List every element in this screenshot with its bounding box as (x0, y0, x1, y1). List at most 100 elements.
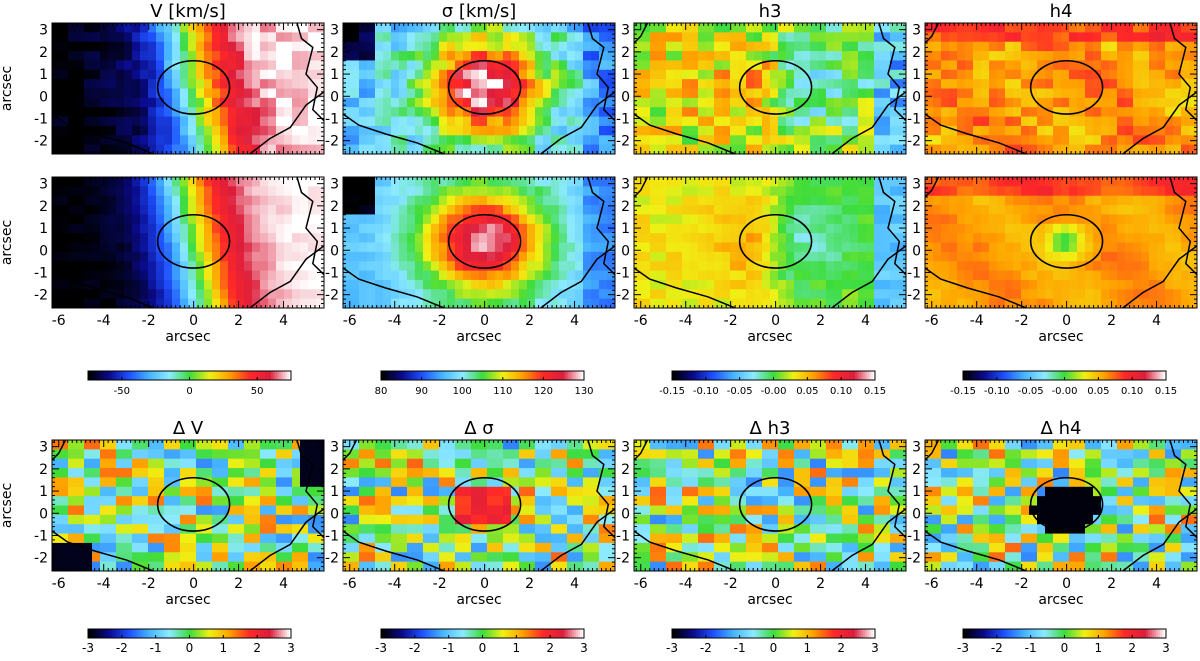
heatmap-cell (236, 186, 245, 197)
heatmap-cell (383, 542, 392, 553)
heatmap-cell (316, 233, 324, 244)
heatmap-cell (1149, 177, 1158, 187)
heatmap-cell (196, 23, 205, 33)
heatmap-cell (367, 289, 376, 300)
heatmap-cell (866, 233, 875, 244)
heatmap-cell (551, 195, 560, 206)
heatmap-cell (108, 88, 117, 99)
heatmap-cell (543, 41, 552, 52)
heatmap-cell (84, 125, 93, 136)
isophote-contour (249, 91, 324, 154)
heatmap-cell (84, 468, 93, 479)
heatmap-cell (268, 449, 277, 460)
heatmap-cell (583, 41, 592, 52)
heatmap-cell (1045, 69, 1054, 80)
heatmap-cell (786, 97, 795, 108)
heatmap-cell (730, 107, 739, 118)
heatmap-cell (567, 51, 576, 62)
heatmap-cell (794, 242, 803, 253)
heatmap-cell (228, 251, 237, 262)
heatmap-cell (925, 242, 934, 253)
heatmap-cell (367, 440, 376, 450)
heatmap-cell (276, 440, 285, 450)
heatmap-cell (132, 88, 141, 99)
heatmap-cell (284, 242, 293, 253)
heatmap-cell (252, 514, 261, 525)
heatmap-cell (858, 116, 867, 127)
heatmap-cell (351, 270, 360, 281)
heatmap-cell (949, 32, 958, 43)
heatmap-cell (810, 32, 819, 43)
heatmap-cell (1013, 223, 1022, 234)
heatmap-cell (196, 458, 205, 469)
heatmap-cell (132, 561, 141, 571)
heatmap-cell (180, 440, 189, 450)
heatmap-cell (746, 223, 755, 234)
heatmap-cell (1109, 177, 1118, 187)
heatmap-cell (399, 289, 408, 300)
heatmap-cell (399, 144, 408, 154)
heatmap-cell (1037, 69, 1046, 80)
heatmap-cell (316, 223, 324, 234)
heatmap-cell (567, 496, 576, 507)
heatmap-cell (212, 298, 221, 308)
heatmap-cell (1029, 88, 1038, 99)
heatmap-cells (343, 23, 615, 154)
heatmap-cell (575, 289, 584, 300)
heatmap-cell (714, 23, 723, 33)
heatmap-cell (746, 214, 755, 225)
heatmap-cell (551, 107, 560, 118)
heatmap-cell (60, 279, 69, 290)
heatmap-cell (244, 251, 253, 262)
heatmap-cell (826, 107, 835, 118)
heatmap-cell (714, 144, 723, 154)
heatmap-cell (495, 51, 504, 62)
heatmap-cell (1109, 41, 1118, 52)
heatmap-cell (842, 289, 851, 300)
heatmap-cell (300, 186, 309, 197)
heatmap-cell (591, 79, 600, 90)
heatmap-cell (714, 233, 723, 244)
heatmap-cell (284, 41, 293, 52)
heatmap-cell (1181, 23, 1190, 33)
heatmap-cell (359, 542, 368, 553)
heatmap-cell (997, 23, 1006, 33)
heatmap-cell (487, 23, 496, 33)
heatmap-cell (415, 242, 424, 253)
heatmap-cell (244, 279, 253, 290)
heatmap-cell (754, 69, 763, 80)
heatmap-cell (834, 79, 843, 90)
heatmap-cell (407, 486, 416, 497)
heatmap-cell (164, 458, 173, 469)
heatmap-cell (447, 533, 456, 544)
heatmap-cell (850, 261, 859, 272)
heatmap-cell (551, 542, 560, 553)
heatmap-cell (1005, 270, 1014, 281)
heatmap-cell (1077, 214, 1086, 225)
heatmap-cell (842, 69, 851, 80)
heatmap-cell (52, 279, 61, 290)
heatmap-cell (1077, 289, 1086, 300)
heatmap-cell (738, 186, 747, 197)
heatmap-cell (810, 177, 819, 187)
heatmap-cell (1125, 88, 1134, 99)
heatmap-cell (367, 135, 376, 146)
heatmap-cell (543, 552, 552, 563)
heatmap-cell (343, 69, 352, 80)
heatmap-cell (1013, 41, 1022, 52)
heatmap-cell (156, 533, 165, 544)
heatmap-cell (1013, 233, 1022, 244)
heatmap-cell (722, 195, 731, 206)
heatmap-cell (375, 533, 384, 544)
heatmap-cell (575, 542, 584, 553)
heatmap-cell (1173, 51, 1182, 62)
heatmap-cell (874, 261, 883, 272)
heatmap-cell (156, 289, 165, 300)
isophote-contour (1122, 91, 1197, 154)
heatmap-cell (359, 97, 368, 108)
heatmap-cell (228, 477, 237, 488)
heatmap-cell (599, 298, 608, 308)
heatmap-cell (1021, 107, 1030, 118)
heatmap-cell (252, 69, 261, 80)
heatmap-cell (1149, 205, 1158, 216)
